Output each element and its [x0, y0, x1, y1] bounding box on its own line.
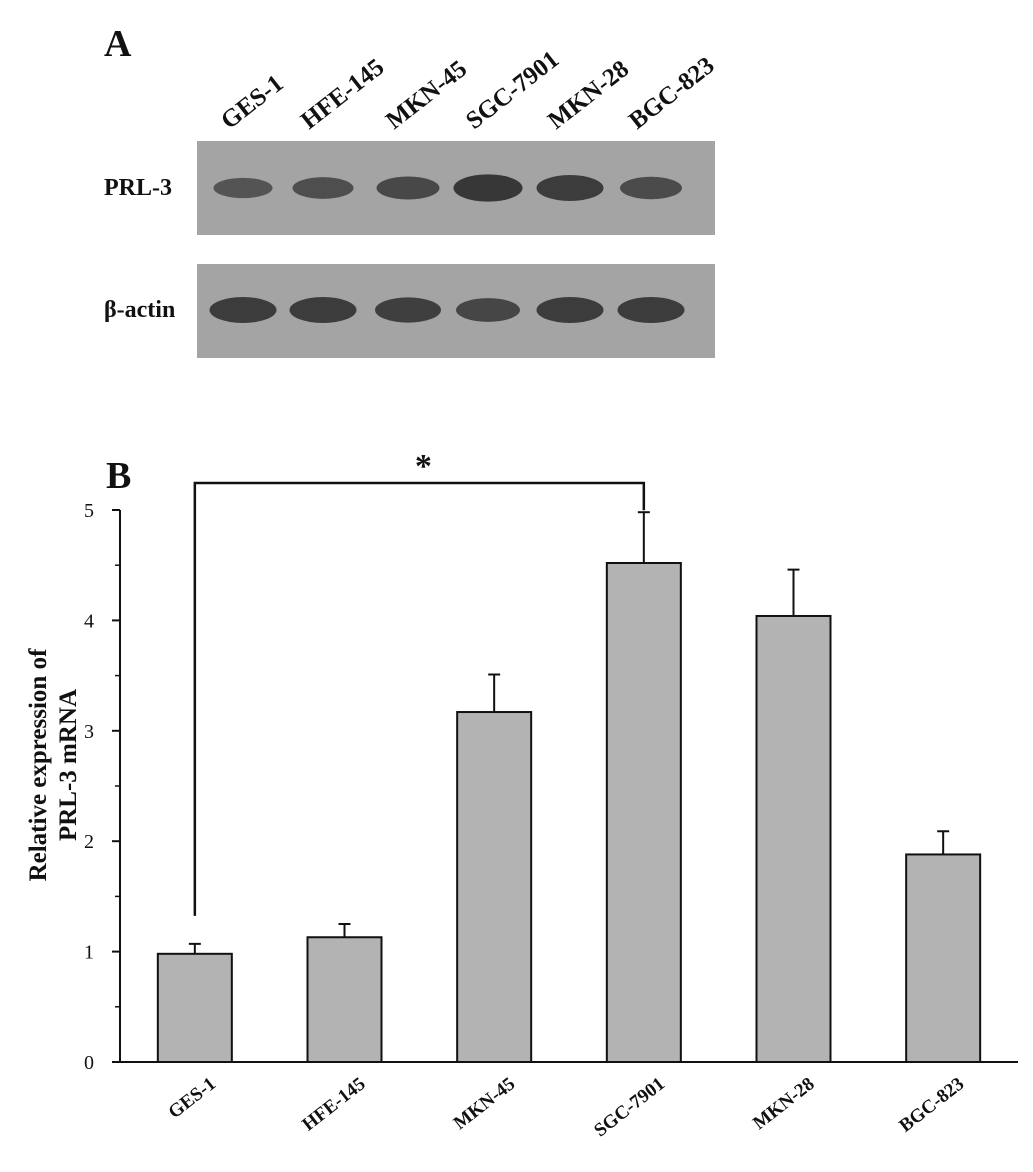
panel-a-western-blot: A GES-1 HFE-145MKN-45SGC-7901MKN-28BGC-82… — [104, 23, 719, 358]
panel-a-label: A — [104, 23, 132, 65]
y-axis-title: Relative expression of PRL-3 mRNA — [25, 648, 82, 882]
band-actin-mkn-45 — [375, 297, 441, 323]
bar-bgc-823 — [905, 853, 982, 1063]
bar-mkn-28 — [755, 614, 832, 1063]
band-prl-3-mkn-45 — [376, 176, 440, 200]
band-prl-3-sgc-7901 — [453, 174, 523, 202]
x-tick-label-bgc-823: BGC-823 — [895, 1073, 968, 1136]
band-prl-3-bgc-823 — [620, 176, 682, 200]
band-actin-mkn-28 — [536, 297, 604, 323]
band-prl-3-hfe-145 — [292, 177, 354, 199]
y-tick-label-5: 5 — [84, 500, 94, 522]
lane-label-ges-1: GES-1 — [216, 70, 288, 135]
significance-bracket — [193, 481, 646, 916]
plot-area: 0 1 2 3 4 5 GES-1 HFE-145 MKN-45 SGC-7901 MKN-28 BG… — [84, 448, 1018, 1141]
x-tick-label-mkn-45: MKN-45 — [450, 1073, 519, 1134]
band-actin-sgc-7901 — [456, 298, 520, 322]
x-tick-label-mkn-28: MKN-28 — [749, 1073, 818, 1134]
blot-row-beta-actin: β-actin — [104, 264, 715, 358]
band-actin-bgc-823 — [617, 297, 685, 323]
lane-label-mkn-45: MKN-45 — [381, 55, 472, 134]
row-label-prl3: PRL-3 — [104, 175, 172, 201]
y-tick-label-4: 4 — [84, 610, 94, 632]
band-actin-ges-1 — [209, 297, 277, 323]
panel-b-label: B — [106, 455, 131, 497]
y-axis-title-line-1: Relative expression of — [25, 648, 52, 882]
panel-b-bar-chart: B Relative expression of PRL-3 mRNA 0 1 2 3… — [25, 448, 1018, 1141]
bar-ges-1 — [156, 952, 233, 1063]
x-tick-label-sgc-7901: SGC-7901 — [590, 1073, 669, 1141]
band-prl-3-mkn-28 — [536, 175, 604, 201]
blot-row-prl3: PRL-3 — [104, 141, 715, 235]
bar-sgc-7901 — [605, 561, 682, 1063]
significance-marker: * — [415, 448, 432, 485]
y-tick-label-1: 1 — [84, 942, 94, 964]
bar-hfe-145 — [306, 936, 383, 1063]
y-tick-label-3: 3 — [84, 721, 94, 743]
y-tick-label-2: 2 — [84, 831, 94, 853]
lane-label-bgc-823: BGC-823 — [624, 52, 719, 135]
y-tick-label-0: 0 — [84, 1052, 94, 1074]
band-actin-hfe-145 — [289, 297, 357, 323]
bar-mkn-45 — [456, 711, 533, 1063]
row-label-beta-actin: β-actin — [104, 297, 175, 323]
x-tick-label-ges-1: GES-1 — [165, 1073, 220, 1123]
x-tick-label-hfe-145: HFE-145 — [298, 1073, 369, 1135]
band-prl-3-ges-1 — [213, 177, 273, 199]
lane-label-hfe-145: HFE-145 — [296, 54, 389, 135]
y-axis-title-line-2: PRL-3 mRNA — [55, 689, 82, 841]
